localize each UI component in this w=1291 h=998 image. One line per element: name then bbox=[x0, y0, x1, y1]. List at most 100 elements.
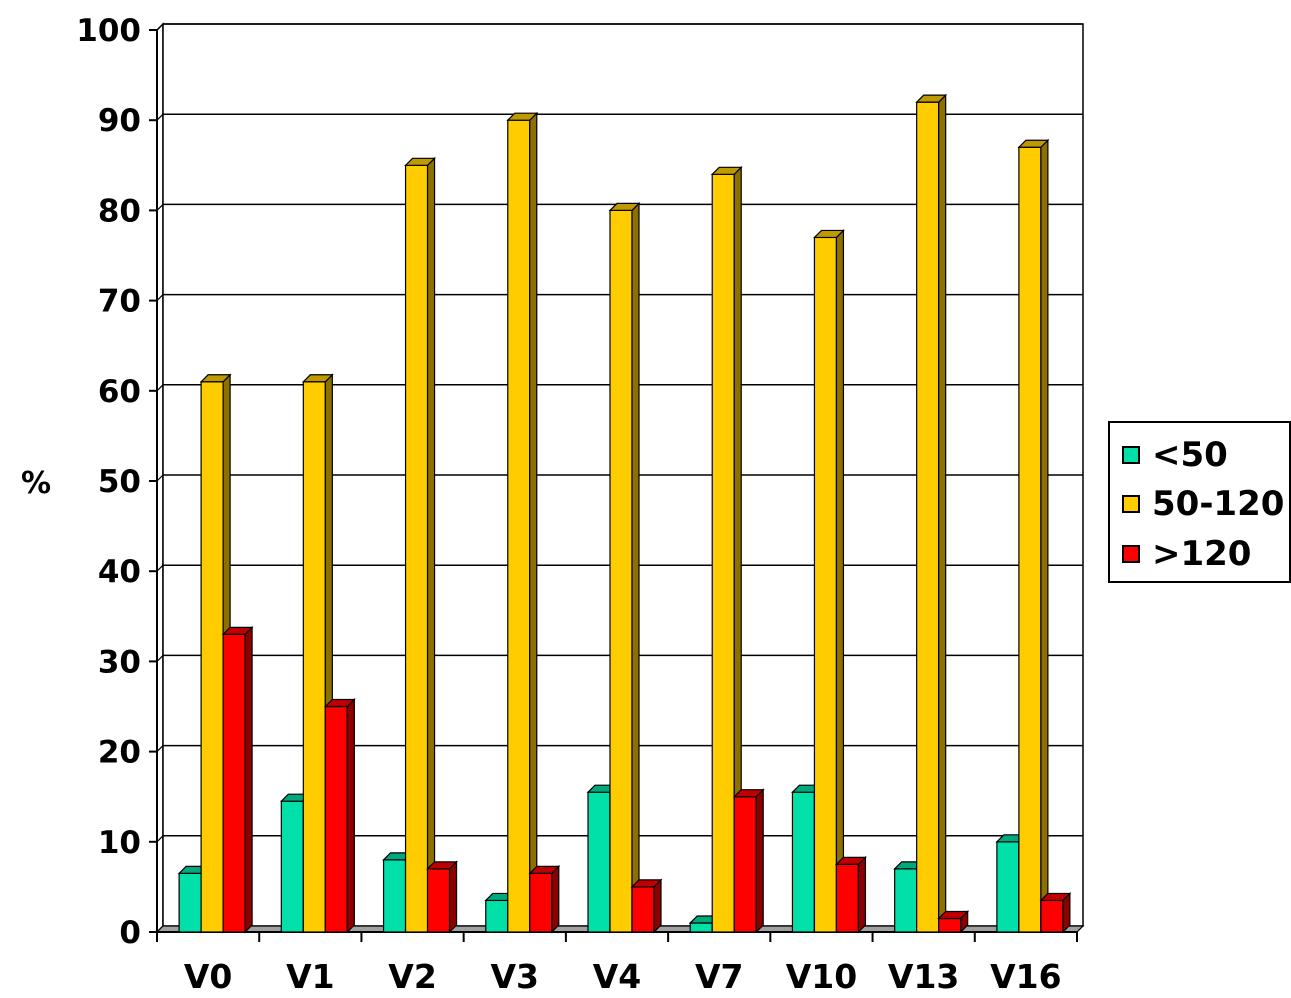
legend-item-lt50: <50 bbox=[1122, 435, 1228, 475]
bar-side bbox=[1040, 138, 1049, 934]
legend-item-gt120: >120 bbox=[1122, 534, 1251, 574]
x-tick-label: V2 bbox=[388, 957, 437, 993]
bar-side bbox=[426, 156, 436, 934]
bar-side bbox=[835, 229, 845, 934]
bar-side bbox=[755, 788, 764, 934]
bar-side bbox=[631, 201, 640, 934]
bar-top bbox=[812, 229, 845, 239]
y-tick-label: 0 bbox=[119, 915, 141, 951]
bar-front bbox=[404, 164, 429, 933]
y-tick-label: 50 bbox=[98, 464, 141, 500]
bar-front bbox=[711, 173, 735, 933]
bar-front bbox=[894, 868, 918, 933]
bar-top bbox=[199, 374, 232, 383]
bar-side bbox=[653, 878, 662, 934]
bar-front bbox=[178, 872, 202, 933]
bar-front bbox=[733, 796, 757, 933]
bar-front bbox=[280, 800, 304, 933]
bar-front bbox=[835, 863, 860, 933]
legend-label-50-120: 50-120 bbox=[1152, 484, 1285, 524]
bar bbox=[1017, 138, 1050, 934]
bar-top bbox=[834, 856, 867, 865]
bar bbox=[812, 229, 845, 934]
bar-front bbox=[507, 119, 531, 933]
bar-front bbox=[426, 868, 451, 933]
y-tick-label: 60 bbox=[98, 374, 141, 410]
bar-front bbox=[631, 886, 655, 933]
bar-top bbox=[1017, 139, 1050, 148]
bar bbox=[630, 878, 663, 934]
bar-front bbox=[1040, 899, 1064, 933]
bar-side bbox=[857, 855, 867, 934]
y-tick-label: 90 bbox=[98, 103, 141, 139]
x-tick-labels: V0 V1 V2 V3 V4 V7 V10 V13 V16 bbox=[184, 957, 1062, 996]
bar bbox=[1039, 891, 1072, 934]
bar bbox=[506, 111, 539, 934]
y-tick-label: 10 bbox=[98, 825, 141, 861]
x-tick-label: V10 bbox=[786, 957, 857, 993]
bar-front bbox=[609, 209, 633, 933]
bar-side bbox=[244, 625, 253, 934]
y-tick-label: 30 bbox=[98, 644, 141, 680]
bar-front bbox=[689, 922, 713, 933]
bar bbox=[426, 860, 459, 934]
bar-top bbox=[404, 157, 437, 166]
legend-swatch-gt120 bbox=[1122, 545, 1140, 563]
legend-swatch-50-120 bbox=[1122, 495, 1140, 513]
bars bbox=[177, 93, 1072, 934]
bar-top bbox=[323, 698, 356, 708]
x-tick-label: V1 bbox=[286, 957, 335, 993]
bar-front bbox=[587, 791, 611, 933]
bar-front bbox=[791, 791, 816, 933]
x-tick-label: V7 bbox=[695, 957, 744, 993]
bar bbox=[915, 93, 948, 934]
bar-top bbox=[608, 202, 641, 211]
bar bbox=[221, 625, 254, 934]
gridline-wall bbox=[156, 23, 164, 31]
y-axis-label: % bbox=[21, 466, 51, 501]
bar bbox=[834, 855, 867, 934]
y-tick-label: 20 bbox=[98, 735, 141, 771]
bar-front bbox=[813, 236, 838, 933]
bar bbox=[323, 698, 356, 934]
legend: <50 50-120 >120 bbox=[1108, 421, 1291, 583]
bar-top bbox=[937, 910, 970, 920]
bar-side bbox=[551, 864, 560, 934]
bar-top bbox=[221, 626, 254, 635]
bar-side bbox=[346, 698, 355, 934]
x-tick-label: V16 bbox=[990, 957, 1061, 993]
y-tick-label: 70 bbox=[98, 284, 141, 320]
bar-side bbox=[938, 93, 947, 934]
bar bbox=[732, 788, 765, 934]
bar-top bbox=[710, 166, 743, 175]
bar-front bbox=[200, 381, 224, 933]
bar-side bbox=[529, 111, 538, 934]
y-tick-label: 100 bbox=[76, 13, 141, 49]
x-tick-label: V13 bbox=[888, 957, 959, 993]
bar-top bbox=[630, 879, 663, 888]
bar-side bbox=[448, 860, 458, 934]
x-tick-label: V4 bbox=[593, 957, 642, 993]
legend-label-gt120: >120 bbox=[1152, 534, 1252, 574]
bar-front bbox=[382, 859, 407, 933]
y-tick-label: 40 bbox=[98, 554, 141, 590]
bar-top bbox=[426, 861, 459, 870]
bar-top bbox=[915, 94, 948, 103]
bar-front bbox=[222, 633, 246, 933]
y-tick-labels: 0 10 20 30 40 50 60 70 80 90 100 bbox=[76, 13, 141, 951]
bar-front bbox=[302, 381, 326, 933]
x-tick-label: V0 bbox=[184, 957, 233, 993]
bar bbox=[937, 910, 970, 934]
legend-label-lt50: <50 bbox=[1152, 435, 1228, 475]
bar-front bbox=[324, 705, 348, 933]
bar-top bbox=[732, 789, 765, 798]
bar bbox=[404, 156, 437, 934]
legend-item-50-120: 50-120 bbox=[1122, 484, 1284, 524]
bar-front bbox=[529, 872, 553, 933]
bar-top bbox=[301, 374, 334, 383]
bar-top bbox=[506, 112, 539, 121]
bar-front bbox=[996, 841, 1020, 933]
x-tick-label: V3 bbox=[491, 957, 540, 993]
